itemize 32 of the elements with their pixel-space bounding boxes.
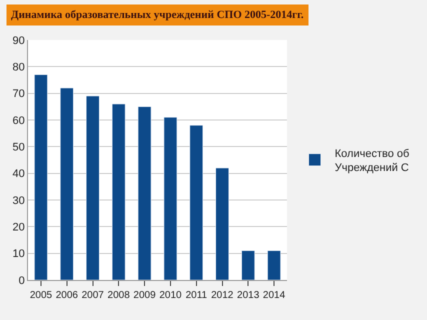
bar [267,250,281,280]
x-tick-label: 2012 [211,290,234,301]
x-tick-label: 2008 [108,290,130,301]
y-tick-label: 70 [12,88,25,100]
y-tick-label: 30 [12,194,25,207]
chart-title: Динамика образовательных учреждений СПО 2005-2014гг. [11,9,304,21]
x-tick-label: 2009 [133,290,156,301]
x-tick-label: 2011 [186,290,208,301]
y-tick-label: 90 [12,34,25,47]
x-tick-label: 2010 [159,290,182,301]
bar [138,106,152,280]
bar [86,96,100,280]
x-tick-label: 2006 [56,290,78,301]
bar [241,250,255,280]
bar [164,117,178,280]
y-tick-label: 0 [18,274,25,287]
x-tick-label: 2005 [30,290,53,301]
bar [190,125,204,280]
bar [34,74,48,280]
y-tick-label: 60 [12,114,25,127]
y-tick-label: 20 [12,222,25,234]
y-tick-label: 50 [12,142,25,154]
x-tick-label: 2013 [237,290,260,301]
bar [60,88,74,280]
x-tick-label: 2007 [82,290,104,301]
bar [112,104,126,280]
bar [216,168,229,280]
x-tick-label: 2014 [262,290,286,301]
legend-label: Количество об Учреждений С [334,148,410,174]
y-tick-label: 40 [12,168,25,180]
y-tick-label: 80 [12,62,25,74]
y-tick-label: 10 [12,248,25,260]
